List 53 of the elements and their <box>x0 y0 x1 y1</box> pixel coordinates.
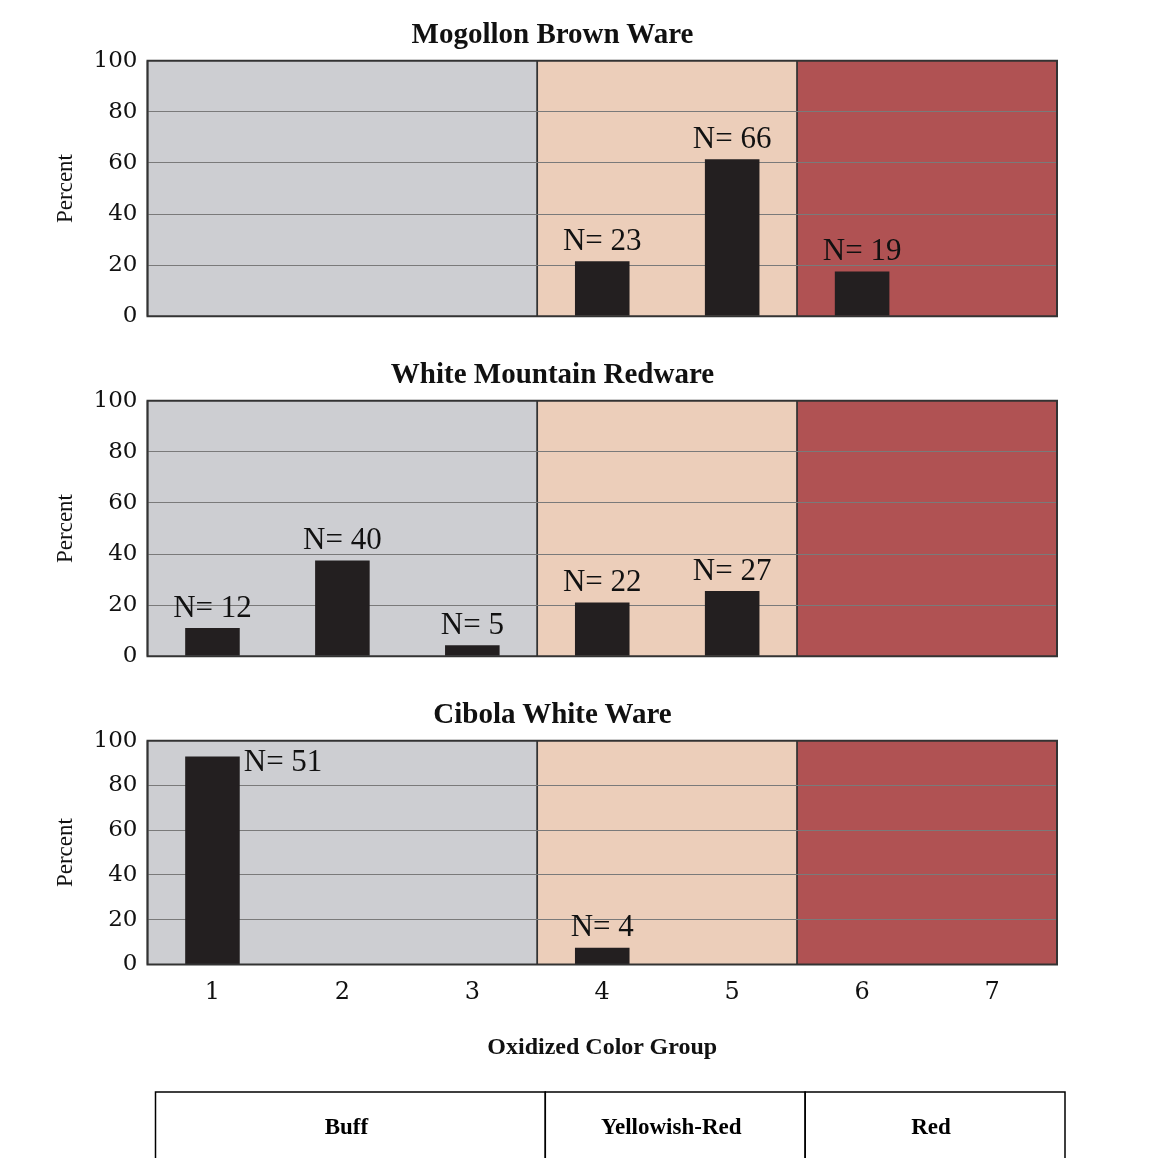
y-tick-label: 60 <box>108 487 138 514</box>
text: Yellowish-Red <box>600 1113 742 1139</box>
annotation: N= 12 <box>173 588 252 624</box>
x-tick-label: 3 <box>464 977 480 1006</box>
annotation: N= 4 <box>570 908 635 944</box>
bar <box>445 645 500 656</box>
x-tick-label: 2 <box>334 977 351 1006</box>
text: Red <box>911 1113 952 1139</box>
x-tick-label: 7 <box>984 977 1000 1006</box>
y-axis-title: Percent <box>51 493 77 563</box>
x-tick-label: 5 <box>724 977 740 1006</box>
annotation: N= 5 <box>440 605 504 641</box>
annotation: N= 40 <box>303 521 382 557</box>
y-tick-label: 20 <box>108 904 138 931</box>
y-tick-label: 40 <box>108 859 138 886</box>
y-tick-label: 100 <box>93 45 138 72</box>
y-tick-label: 80 <box>108 770 138 797</box>
annotation: N= 66 <box>692 119 772 155</box>
bar <box>185 628 240 656</box>
y-tick-label: 80 <box>108 96 138 123</box>
y-axis-title: Percent <box>51 153 77 223</box>
bar <box>834 271 890 316</box>
annotation: N= 23 <box>562 221 642 257</box>
x-tick-label: 6 <box>854 977 870 1006</box>
bar <box>704 591 760 656</box>
y-tick-label: 0 <box>122 301 138 328</box>
bar <box>315 560 370 656</box>
bar <box>704 159 760 316</box>
x-tick-label: 4 <box>594 977 610 1006</box>
y-tick-label: 40 <box>108 199 138 226</box>
bar <box>574 261 630 316</box>
y-tick-label: 80 <box>108 436 138 463</box>
y-tick-label: 60 <box>108 147 138 174</box>
y-tick-label: 60 <box>108 815 138 842</box>
y-tick-label: 40 <box>108 539 138 566</box>
annotation: N= 27 <box>692 551 772 587</box>
chart-title: Mogollon Brown Ware <box>411 16 694 49</box>
y-tick-label: 20 <box>108 590 138 617</box>
chart-title: Cibola White Ware <box>433 696 672 729</box>
y-tick-label: 0 <box>122 949 138 976</box>
chart-title: White Mountain Redware <box>390 356 715 389</box>
y-tick-label: 100 <box>93 385 138 412</box>
y-tick-label: 20 <box>108 250 138 277</box>
y-tick-label: 0 <box>122 641 138 668</box>
y-tick-label: 100 <box>93 725 138 752</box>
text: Buff <box>324 1113 369 1139</box>
y-axis-title: Percent <box>51 817 77 888</box>
x-tick-label: 1 <box>204 977 221 1006</box>
annotation: N= 22 <box>562 563 642 599</box>
bar <box>574 602 630 656</box>
annotation: N= 51 <box>243 743 323 779</box>
annotation: N= 19 <box>822 232 902 268</box>
x-axis-title: Oxidized Color Group <box>487 1032 718 1059</box>
